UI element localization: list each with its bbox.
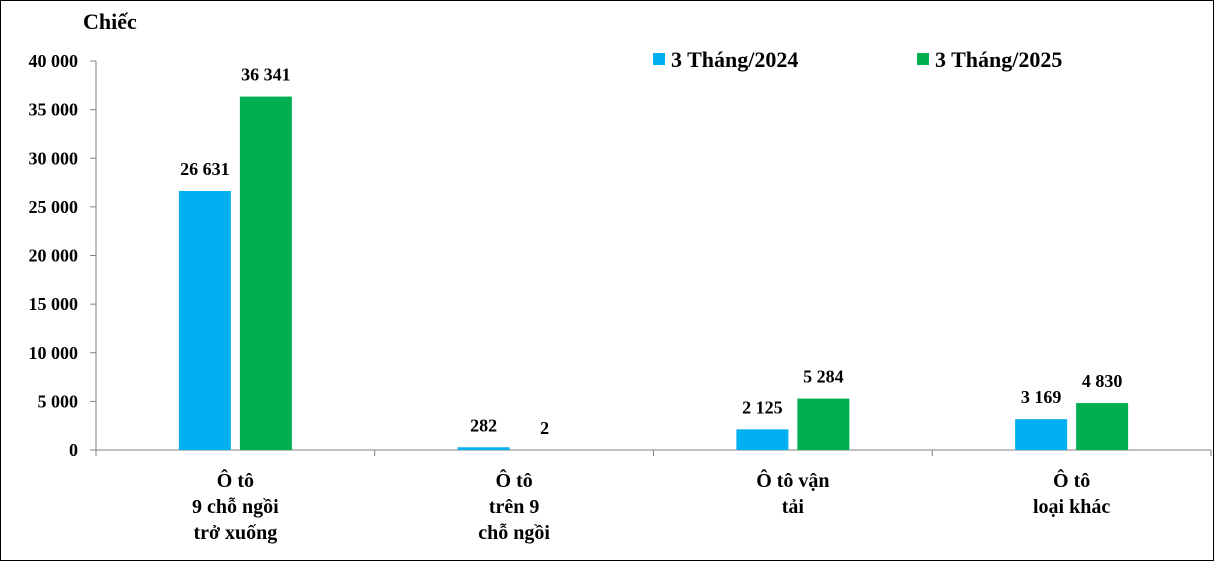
data-label: 2 125	[742, 397, 783, 417]
bar	[457, 447, 510, 450]
data-label: 26 631	[180, 159, 230, 179]
category-label-line: trở xuống	[193, 522, 277, 544]
y-tick-label: 40 000	[29, 51, 79, 71]
y-tick-label: 0	[69, 440, 78, 460]
category-label: Ô tô loại khác	[1033, 468, 1110, 518]
y-tick-label: 20 000	[29, 246, 79, 266]
legend-label: 3 Tháng/2024	[671, 47, 798, 72]
category-label-line: Ô tô	[217, 468, 254, 492]
bar	[1076, 403, 1129, 450]
data-label: 36 341	[241, 65, 291, 85]
data-label: 282	[470, 415, 497, 435]
legend-swatch	[917, 53, 929, 65]
data-label: 2	[540, 418, 549, 438]
bar	[736, 429, 789, 450]
y-tick-label: 30 000	[29, 148, 79, 168]
category-label-line: Ô tô	[1053, 468, 1090, 492]
x-axis	[95, 449, 1212, 456]
y-tick-label: 35 000	[29, 100, 79, 120]
bar	[178, 191, 231, 450]
legend: 3 Tháng/2024 3 Tháng/2025	[653, 47, 1062, 72]
category-label-line: 9 chỗ ngồi	[192, 496, 279, 518]
category-label-line: chỗ ngồi	[478, 522, 550, 544]
category-label-line: Ô tô	[496, 468, 533, 492]
bar	[1015, 419, 1068, 450]
bars	[178, 96, 1129, 451]
y-axis: 0 5 000 10 000 15 000 20 000 25 000 30 000 35 0…	[29, 51, 97, 460]
legend-swatch	[653, 53, 665, 65]
category-label-line: trên 9	[489, 496, 540, 518]
y-tick-label: 15 000	[29, 294, 79, 314]
category-label: Ô tô 9 chỗ ngồi trở xuống	[192, 468, 279, 544]
y-tick-label: 5 000	[38, 391, 79, 411]
category-label: Ô tô trên 9 chỗ ngồi	[478, 468, 550, 544]
y-tick-label: 10 000	[29, 343, 79, 363]
category-labels: Ô tô 9 chỗ ngồi trở xuống Ô tô trên 9 chỗ ngồ…	[192, 468, 1110, 544]
category-label-line: loại khác	[1033, 496, 1110, 518]
bar	[239, 96, 292, 451]
data-label: 5 284	[803, 367, 844, 387]
category-label: Ô tô vận tải	[756, 468, 829, 518]
data-labels: 26 631 36 341 282 2 2 125 5 284 3 169 4 830	[180, 65, 1122, 438]
category-label-line: tải	[782, 496, 805, 518]
y-tick-label: 25 000	[29, 197, 79, 217]
category-label-line: Ô tô vận	[756, 468, 829, 492]
y-axis-unit-label: Chiếc	[83, 9, 137, 34]
data-label: 4 830	[1082, 371, 1123, 391]
legend-label: 3 Tháng/2025	[935, 47, 1062, 72]
data-label: 3 169	[1021, 387, 1062, 407]
bar	[797, 398, 850, 450]
